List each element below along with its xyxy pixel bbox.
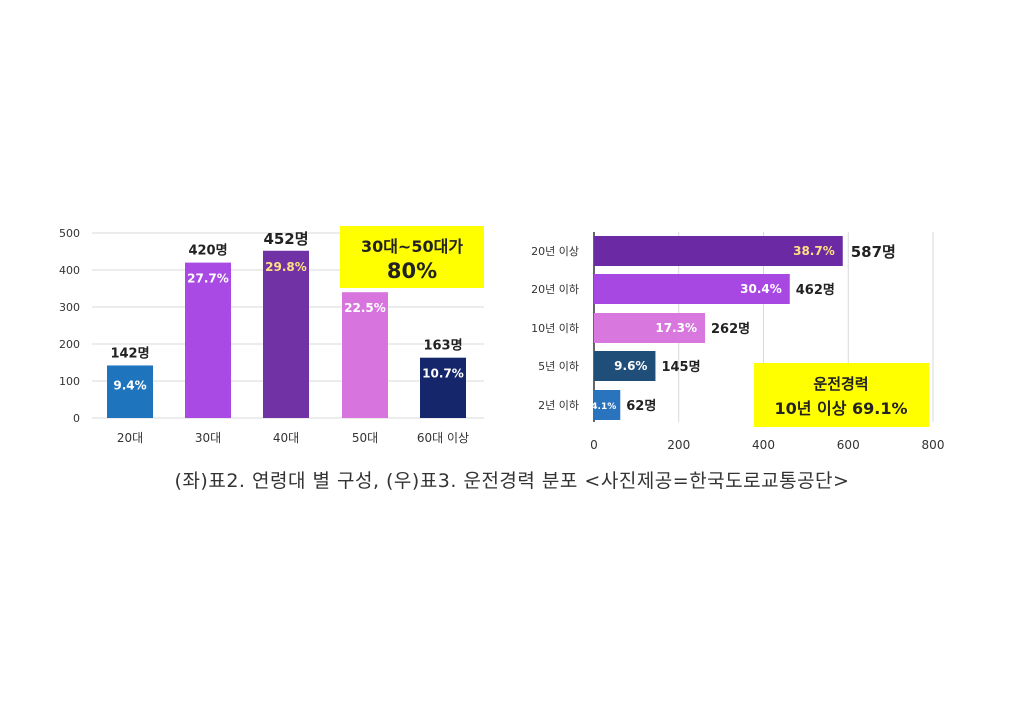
figure-caption: (좌)표2. 연령대 별 구성, (우)표3. 운전경력 분포 <사진제공=한국… [174,470,850,492]
x-tick-label: 30대 [195,431,221,445]
y-tick-label: 5년 이하 [538,359,579,373]
callout-text-line1: 운전경력 [813,375,868,393]
bar-value-label: 145명 [661,359,700,375]
bar-value-label: 587명 [851,243,896,261]
y-tick-label: 100 [59,375,80,388]
bar-value-label: 142명 [110,345,149,361]
bar [420,357,466,418]
bar [185,262,231,418]
callout-text-line2: 10년 이상 69.1% [774,399,907,418]
bar-value-label: 163명 [423,338,462,354]
y-tick-label: 200 [59,338,80,351]
bar [107,365,153,418]
bar-percent-label: 4.1% [591,402,616,412]
bar-value-label: 262명 [711,321,750,337]
x-tick-label: 0 [590,438,598,452]
x-tick-label: 800 [922,438,945,452]
bar [594,351,656,381]
callout-box [340,226,484,288]
x-tick-label: 60대 이상 [417,431,469,445]
bar-value-label: 62명 [626,398,656,414]
x-tick-label: 50대 [352,431,378,445]
bar-percent-label: 38.7% [793,244,835,258]
bar-percent-label: 10.7% [422,367,464,381]
y-tick-label: 400 [59,264,80,277]
x-tick-label: 200 [667,438,690,452]
x-tick-label: 600 [837,438,860,452]
bar [263,250,309,418]
bar-value-label: 420명 [188,243,227,259]
bar [342,292,388,418]
y-tick-label: 0 [73,412,80,425]
x-tick-label: 20대 [117,431,143,445]
bar [594,236,843,266]
callout-text-line2: 80% [387,259,437,283]
bar-value-label: 452명 [263,230,308,248]
y-tick-label: 500 [59,227,80,240]
callout-box [754,363,929,427]
y-tick-label: 300 [59,301,80,314]
bar-percent-label: 29.8% [265,260,307,274]
callout-text-line1: 30대~50대가 [361,237,463,256]
y-tick-label: 2년 이하 [538,398,579,412]
x-tick-label: 40대 [273,431,299,445]
bar-percent-label: 30.4% [740,282,782,296]
bar-percent-label: 9.6% [614,359,647,373]
bar [594,390,621,420]
bar-percent-label: 9.4% [113,378,146,392]
bar-percent-label: 17.3% [655,321,697,335]
bar-percent-label: 22.5% [344,301,386,315]
bar-percent-label: 27.7% [187,272,229,286]
bar-value-label: 462명 [796,282,835,298]
y-tick-label: 10년 이하 [531,321,579,335]
y-tick-label: 20년 이상 [531,245,579,258]
y-tick-label: 20년 이하 [531,282,579,296]
bar [594,313,706,343]
bar [594,274,790,304]
x-tick-label: 400 [752,438,775,452]
